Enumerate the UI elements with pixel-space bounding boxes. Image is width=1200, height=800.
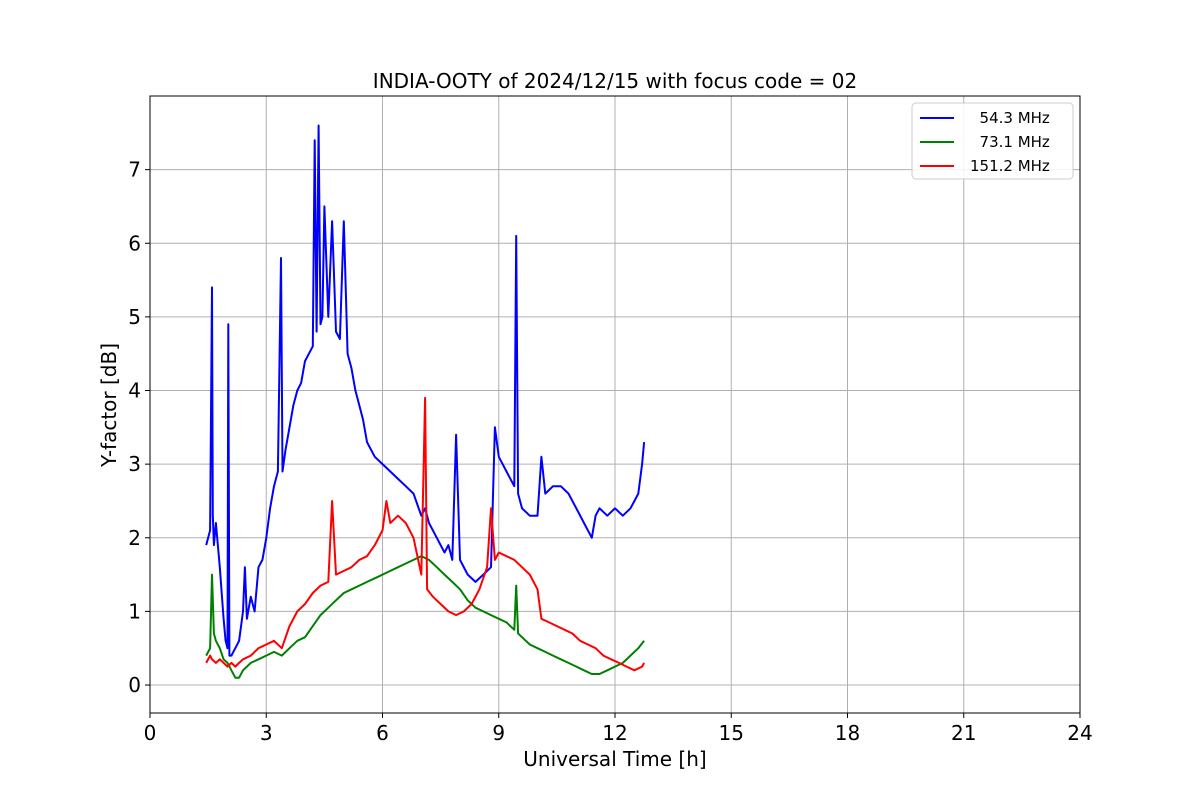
y-tick-label: 0	[128, 673, 141, 697]
x-tick-label: 18	[835, 721, 860, 745]
y-tick-label: 7	[128, 158, 141, 182]
y-axis-label: Y-factor [dB]	[97, 343, 121, 468]
x-axis-label: Universal Time [h]	[523, 747, 706, 771]
legend: 54.3 MHz 73.1 MHz 151.2 MHz	[911, 102, 1074, 180]
series-layer	[205, 124, 646, 679]
series-line-1	[205, 555, 645, 679]
x-tick-label: 9	[492, 721, 505, 745]
y-tick-label: 1	[128, 599, 141, 623]
y-axis: 0 1 2 3 4 5 6 7	[128, 158, 150, 697]
y-tick-label: 3	[128, 452, 141, 476]
y-tick-label: 4	[128, 379, 141, 403]
series-line-0	[205, 124, 646, 657]
x-tick-label: 6	[376, 721, 389, 745]
legend-box	[911, 102, 1074, 180]
y-tick-label: 6	[128, 231, 141, 255]
chart-title: INDIA-OOTY of 2024/12/15 with focus code…	[373, 69, 857, 93]
x-tick-label: 12	[602, 721, 627, 745]
y-tick-label: 5	[128, 305, 141, 329]
legend-label-2: 151.2 MHz	[970, 157, 1050, 175]
x-tick-label: 0	[144, 721, 157, 745]
legend-label-1: 73.1 MHz	[970, 133, 1050, 151]
x-axis: 0 3 6 9 12 15 18 21 24	[144, 713, 1093, 745]
series-line-2	[205, 396, 645, 672]
x-tick-label: 15	[719, 721, 744, 745]
x-tick-label: 24	[1067, 721, 1092, 745]
legend-label-0: 54.3 MHz	[970, 109, 1050, 127]
x-tick-label: 3	[260, 721, 273, 745]
y-tick-label: 2	[128, 526, 141, 550]
x-tick-label: 21	[951, 721, 976, 745]
